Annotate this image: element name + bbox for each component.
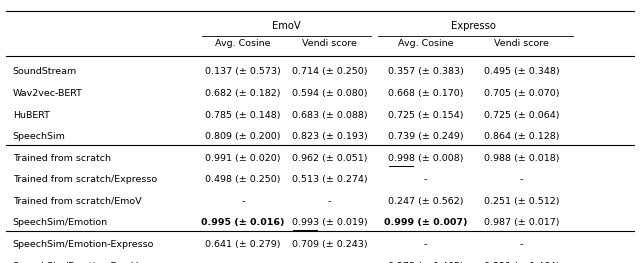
- Text: Expresso: Expresso: [451, 21, 496, 31]
- Text: SoundStream: SoundStream: [13, 68, 77, 77]
- Text: 0.725 (± 0.064): 0.725 (± 0.064): [484, 111, 559, 120]
- Text: Avg. Cosine: Avg. Cosine: [216, 39, 271, 48]
- Text: Trained from scratch/Expresso: Trained from scratch/Expresso: [13, 175, 157, 184]
- Text: 0.709 (± 0.243): 0.709 (± 0.243): [292, 240, 367, 249]
- Text: Wav2vec-BERT: Wav2vec-BERT: [13, 89, 83, 98]
- Text: 0.809 (± 0.200): 0.809 (± 0.200): [205, 132, 281, 141]
- Text: 0.705 (± 0.070): 0.705 (± 0.070): [484, 89, 559, 98]
- Text: 0.991 (± 0.020): 0.991 (± 0.020): [205, 154, 281, 163]
- Text: 0.594 (± 0.080): 0.594 (± 0.080): [292, 89, 367, 98]
- Text: SpeechSim/Emotion: SpeechSim/Emotion: [13, 219, 108, 227]
- Text: 0.714 (± 0.250): 0.714 (± 0.250): [292, 68, 367, 77]
- Text: -: -: [328, 262, 332, 263]
- Text: 0.725 (± 0.154): 0.725 (± 0.154): [388, 111, 463, 120]
- Text: -: -: [520, 175, 524, 184]
- Text: -: -: [520, 240, 524, 249]
- Text: 0.513 (± 0.274): 0.513 (± 0.274): [292, 175, 367, 184]
- Text: 0.498 (± 0.250): 0.498 (± 0.250): [205, 175, 281, 184]
- Text: 0.357 (± 0.383): 0.357 (± 0.383): [388, 68, 463, 77]
- Text: 0.641 (± 0.279): 0.641 (± 0.279): [205, 240, 281, 249]
- Text: Trained from scratch: Trained from scratch: [13, 154, 111, 163]
- Text: -: -: [328, 197, 332, 206]
- Text: 0.987 (± 0.017): 0.987 (± 0.017): [484, 219, 559, 227]
- Text: SpeechSim/Emotion-Expresso: SpeechSim/Emotion-Expresso: [13, 240, 154, 249]
- Text: 0.739 (± 0.249): 0.739 (± 0.249): [388, 132, 463, 141]
- Text: -: -: [424, 175, 428, 184]
- Text: Vendi score: Vendi score: [494, 39, 549, 48]
- Text: 0.683 (± 0.088): 0.683 (± 0.088): [292, 111, 367, 120]
- Text: 0.995 (± 0.016): 0.995 (± 0.016): [202, 219, 285, 227]
- Text: 0.137 (± 0.573): 0.137 (± 0.573): [205, 68, 281, 77]
- Text: 0.785 (± 0.148): 0.785 (± 0.148): [205, 111, 281, 120]
- Text: Trained from scratch/EmoV: Trained from scratch/EmoV: [13, 197, 141, 206]
- Text: 0.998 (± 0.008): 0.998 (± 0.008): [388, 154, 463, 163]
- Text: 0.247 (± 0.562): 0.247 (± 0.562): [388, 197, 463, 206]
- Text: -: -: [424, 240, 428, 249]
- Text: 0.682 (± 0.182): 0.682 (± 0.182): [205, 89, 281, 98]
- Text: 0.251 (± 0.512): 0.251 (± 0.512): [484, 197, 559, 206]
- Text: Vendi score: Vendi score: [302, 39, 357, 48]
- Text: EmoV: EmoV: [272, 21, 300, 31]
- Text: -: -: [241, 262, 245, 263]
- Text: 0.495 (± 0.348): 0.495 (± 0.348): [484, 68, 559, 77]
- Text: 0.273 (± 0.465): 0.273 (± 0.465): [388, 262, 463, 263]
- Text: 0.668 (± 0.170): 0.668 (± 0.170): [388, 89, 463, 98]
- Text: 0.823 (± 0.193): 0.823 (± 0.193): [292, 132, 367, 141]
- Text: 0.962 (± 0.051): 0.962 (± 0.051): [292, 154, 367, 163]
- Text: 0.993 (± 0.019): 0.993 (± 0.019): [292, 219, 367, 227]
- Text: 0.988 (± 0.018): 0.988 (± 0.018): [484, 154, 559, 163]
- Text: 0.321 (± 0.464): 0.321 (± 0.464): [484, 262, 559, 263]
- Text: 0.864 (± 0.128): 0.864 (± 0.128): [484, 132, 559, 141]
- Text: Avg. Cosine: Avg. Cosine: [398, 39, 453, 48]
- Text: 0.999 (± 0.007): 0.999 (± 0.007): [384, 219, 467, 227]
- Text: HuBERT: HuBERT: [13, 111, 50, 120]
- Text: SpeechSim/Emotion-EmoV: SpeechSim/Emotion-EmoV: [13, 262, 139, 263]
- Text: SpeechSim: SpeechSim: [13, 132, 66, 141]
- Text: -: -: [241, 197, 245, 206]
